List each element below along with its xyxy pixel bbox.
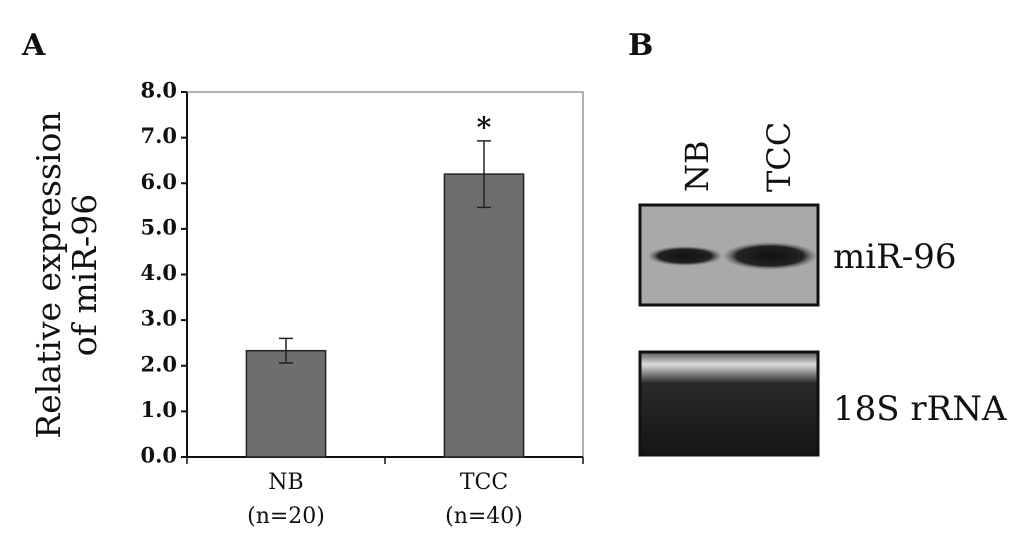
bar [443, 173, 525, 458]
lane-label: TCC [760, 122, 798, 192]
x-tick-label: NB [268, 470, 303, 495]
band-label: miR-96 [833, 237, 956, 277]
y-tick-label: 5.0 [140, 214, 177, 239]
blot-image [638, 350, 820, 457]
y-tick-label: 7.0 [140, 123, 177, 148]
y-tick-label: 0.0 [140, 443, 177, 468]
y-tick-label: 4.0 [140, 260, 177, 285]
lane-label: NB [678, 140, 716, 192]
significance-mark: * [477, 111, 492, 144]
y-tick-label: 3.0 [140, 306, 177, 331]
y-tick-label: 1.0 [140, 397, 177, 422]
y-axis-label: of miR-96 [65, 194, 104, 356]
error-bar [279, 337, 293, 364]
y-tick-label: 8.0 [140, 78, 177, 103]
bar [245, 349, 327, 458]
y-tick-label: 2.0 [140, 351, 177, 376]
x-tick-note: (n=40) [445, 504, 523, 529]
y-axis-label: Relative expression [29, 111, 68, 438]
y-tick-label: 6.0 [140, 169, 177, 194]
x-tick-label: TCC [460, 470, 508, 495]
panel-label: B [628, 28, 653, 63]
band-label: 18S rRNA [833, 389, 1007, 429]
blot-band [647, 246, 723, 266]
panel-label: A [21, 28, 46, 63]
x-tick-note: (n=20) [247, 504, 325, 529]
blot-band [722, 242, 818, 270]
error-bar [477, 140, 491, 209]
plot-frame [187, 91, 584, 457]
